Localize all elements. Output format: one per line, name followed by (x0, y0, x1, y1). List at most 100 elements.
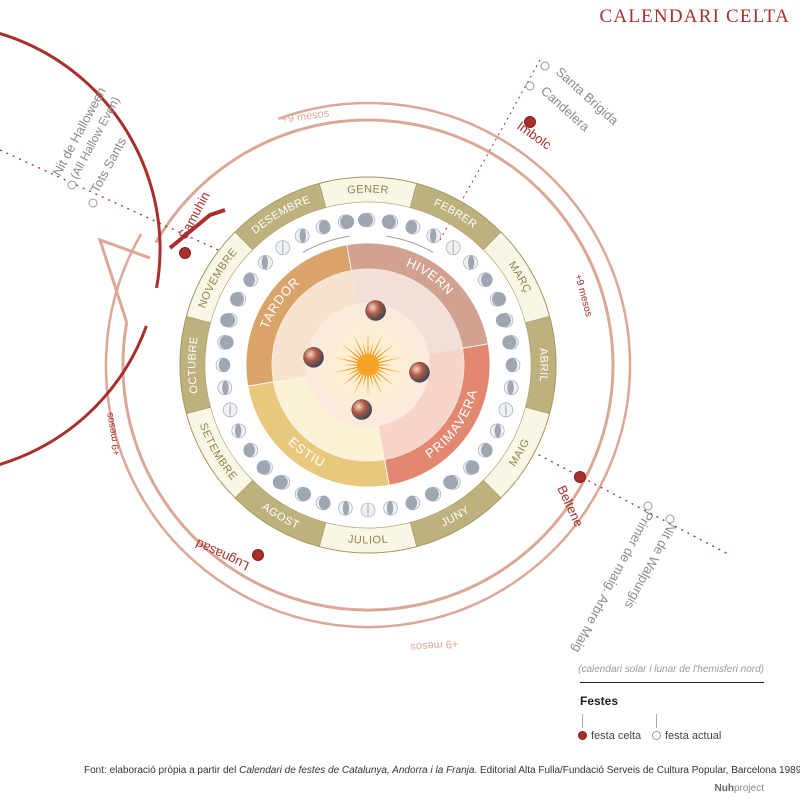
moon-shadow (243, 443, 255, 458)
moon-phase-icon (294, 486, 312, 502)
source-suffix: . Editorial Alta Fulla/Fundació Serveis … (474, 765, 800, 776)
beltene-festival-dot (574, 471, 586, 483)
moon-phase-icon (383, 500, 398, 516)
moon-shadow (222, 380, 229, 395)
month-segment-5: MAIG (482, 406, 550, 499)
sun-ray (353, 346, 364, 359)
sun-ray (362, 373, 367, 389)
sun-ray (341, 343, 362, 361)
moon-phase-icon (220, 312, 238, 328)
moon-phase-icon (463, 255, 478, 270)
imbolc-guide-line (439, 59, 541, 241)
outer-salmon-ring (104, 101, 632, 629)
interval-label-left: +9 mesos (105, 412, 123, 457)
earth-globe-icon (303, 347, 324, 368)
moon-phase-icon (315, 219, 331, 235)
current-festival-dot (540, 61, 550, 71)
moon-phase-icon (256, 460, 273, 475)
moon-shadow (467, 255, 475, 270)
moon-shadow (452, 240, 454, 255)
sun-ray (376, 364, 392, 366)
sun-ray (353, 371, 364, 384)
moon-shadow (318, 495, 330, 510)
source-prefix: Font: elaboració pròpia a partir del (84, 765, 240, 776)
red-celtic-cycle (0, 32, 162, 466)
samuhin-festival-dot (179, 247, 191, 259)
sun-ray (371, 372, 383, 396)
current-festival-dot (643, 501, 653, 511)
moon-shadow (443, 475, 459, 490)
samuhin-marker-stroke (168, 208, 226, 250)
month-segment-9: SETEMBRE (186, 406, 254, 499)
legend-tick (656, 714, 657, 728)
sun-ray (374, 343, 395, 361)
month-segment-4: ABRIL (525, 315, 557, 415)
moon-shadow (256, 460, 271, 475)
moon-phase-icon (215, 357, 231, 373)
moon-shadow (282, 240, 284, 255)
interval-label-right: +9 mesos (572, 273, 594, 318)
sun-ray (372, 371, 383, 384)
month-label: JULIOL (347, 533, 388, 546)
moon-phase-icon (478, 272, 493, 288)
sun-ray (353, 334, 365, 358)
moon-shadow (235, 423, 242, 438)
moon-phase-icon (338, 214, 355, 230)
moon-shadow (272, 475, 288, 490)
moon-phase-icon (405, 219, 421, 235)
sun-icon (334, 331, 402, 399)
month-band-outer-edge (179, 176, 557, 554)
sun-ray (346, 354, 361, 362)
moon-phase-icon (426, 228, 442, 244)
current-festival-dot-icon (652, 731, 661, 740)
moon-phase-icon (443, 475, 461, 490)
current-festival-dot (665, 514, 675, 524)
month-segment-3: MARÇ (482, 231, 550, 324)
sun-ray (334, 357, 360, 364)
moon-shadow (502, 335, 517, 350)
sun-ray (344, 364, 360, 366)
festival-label-beltene: Beltene (554, 483, 586, 529)
imbolc-festival-dot (524, 116, 536, 128)
month-segment-12: DESEMBRE (234, 183, 327, 251)
sun-ray (375, 368, 390, 376)
month-segment-2: FEBRER (409, 183, 502, 251)
moon-shadow (465, 460, 480, 475)
legend-title: Festes (580, 694, 619, 708)
moon-phase-icon (489, 423, 505, 439)
calendar-subtitle: (calendari solar i lunar de l'hemisferi … (578, 664, 764, 675)
moon-shadow (229, 402, 231, 417)
direction-arc-right (386, 235, 434, 253)
earth-globe-icon (365, 300, 386, 321)
moon-shadow (297, 487, 312, 502)
moon-shadow (299, 228, 306, 243)
moon-phase-icon (478, 442, 493, 458)
direction-arc-left (302, 235, 350, 253)
moon-shadow (229, 292, 244, 307)
legend-label-current: festa actual (665, 730, 722, 742)
current-festival-dot (88, 198, 98, 208)
moon-phase-icon (272, 475, 291, 490)
sun-ray (334, 366, 360, 373)
moon-shadow (406, 495, 418, 510)
moon-phase-icon (231, 423, 247, 439)
moon-shadow (492, 292, 507, 307)
legend-tick (582, 714, 583, 728)
moon-phase-icon (503, 380, 519, 395)
month-segment-11: NOVEMBRE (186, 231, 254, 324)
month-label-text: GENER (347, 183, 389, 196)
sun-ray (369, 373, 374, 389)
sun-ray (362, 341, 367, 357)
moon-shadow (342, 501, 350, 516)
month-segment-6: JUNY (409, 479, 502, 547)
sun-ray (353, 372, 365, 396)
sun-ray (375, 354, 390, 362)
moon-shadow (218, 358, 230, 372)
sun-ray (376, 366, 402, 373)
sun-ray (367, 331, 369, 357)
moon-shadow (406, 220, 418, 235)
lugnasad-festival-dot (252, 549, 264, 561)
sun-core (357, 354, 379, 376)
moon-phase-icon (498, 402, 514, 418)
